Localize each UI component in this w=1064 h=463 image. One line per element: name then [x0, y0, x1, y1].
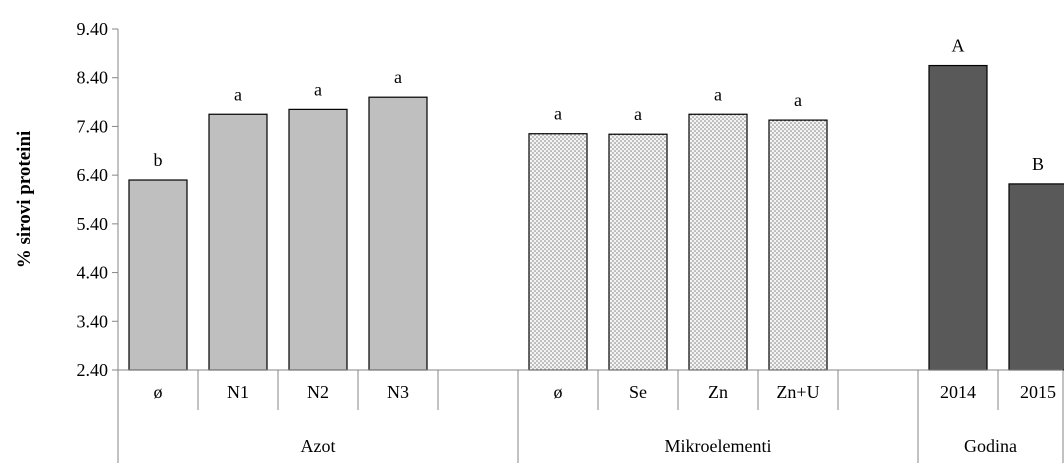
bar-azot-0 — [128, 179, 188, 371]
bar-mikroelementi-3 — [768, 119, 828, 371]
y-axis-title: % sirovi proteini — [14, 131, 35, 269]
bar-godina-0 — [928, 64, 988, 371]
bars: b a a a a a a a A B — [128, 36, 1064, 371]
x-group-label: Azot — [301, 436, 336, 456]
x-category-label: 2015 — [1020, 382, 1056, 402]
x-category-label: N1 — [227, 382, 249, 402]
significance-label: a — [554, 104, 562, 124]
significance-label: B — [1032, 154, 1044, 174]
significance-label: a — [634, 104, 642, 124]
y-tick-label: 7.40 — [77, 116, 109, 136]
x-group-label: Godina — [964, 436, 1017, 456]
x-category-label: N3 — [387, 382, 409, 402]
x-category-label: 2014 — [940, 382, 976, 402]
x-category-label: N2 — [307, 382, 329, 402]
significance-label: a — [794, 90, 802, 110]
y-tick-label: 5.40 — [77, 214, 109, 234]
y-tick-label: 3.40 — [77, 311, 109, 331]
significance-label: b — [154, 150, 163, 170]
bar-azot-2 — [288, 108, 348, 371]
x-category-label: Se — [629, 382, 647, 402]
bar-mikroelementi-0 — [528, 133, 588, 371]
significance-label: A — [952, 36, 965, 56]
y-tick-label: 8.40 — [77, 68, 109, 88]
x-category-label: ø — [154, 382, 163, 402]
y-tick-label: 4.40 — [77, 263, 109, 283]
y-axis: 2.40 3.40 4.40 5.40 6.40 7.40 8.40 9.40 — [77, 19, 119, 380]
x-group-label: Mikroelementi — [665, 436, 772, 456]
bar-azot-1 — [208, 113, 268, 371]
significance-label: a — [314, 79, 322, 99]
bar-godina-1 — [1008, 183, 1064, 371]
x-axis: ø N1 N2 N3 ø Se Zn Zn+U 2014 2015 Azot Mikroelement… — [117, 369, 1064, 463]
significance-label: a — [714, 84, 722, 104]
y-tick-label: 9.40 — [77, 19, 109, 39]
y-tick-label: 6.40 — [77, 165, 109, 185]
bar-azot-3 — [368, 96, 428, 371]
significance-label: a — [234, 84, 242, 104]
y-tick-label: 2.40 — [77, 360, 109, 380]
x-category-label: ø — [554, 382, 563, 402]
y-axis-title-group: % sirovi proteini — [14, 131, 35, 269]
bar-mikroelementi-2 — [688, 113, 748, 371]
x-category-label: Zn — [708, 382, 728, 402]
x-category-label: Zn+U — [776, 382, 819, 402]
bar-mikroelementi-1 — [608, 133, 668, 371]
significance-label: a — [394, 67, 402, 87]
